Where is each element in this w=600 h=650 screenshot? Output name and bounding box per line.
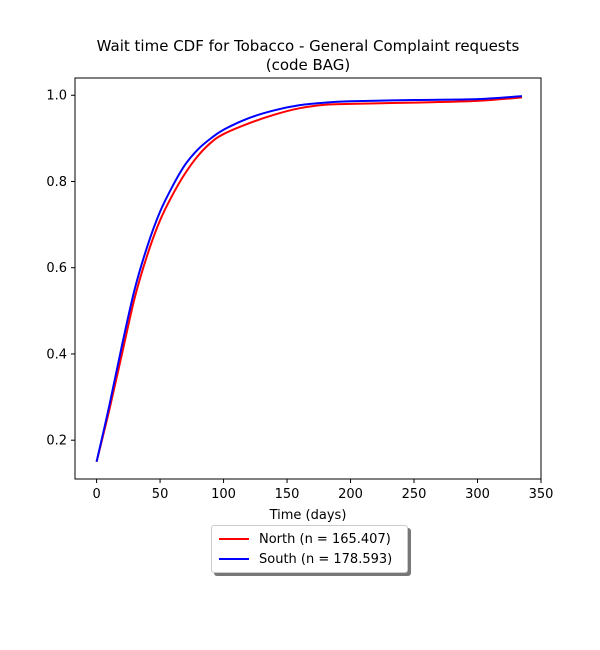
x-tick-label: 100 [211, 487, 236, 502]
y-tick-label: 1.0 [46, 89, 67, 104]
x-tick-label: 200 [338, 487, 363, 502]
x-axis-label: Time (days) [269, 508, 347, 523]
legend-item-south: South (n = 178.593) [219, 550, 392, 568]
legend-label-north: North (n = 165.407) [259, 531, 391, 547]
plot-area [74, 77, 542, 480]
legend-label-south: South (n = 178.593) [259, 551, 393, 567]
chart-title: Wait time CDF for Tobacco - General Comp… [96, 37, 520, 55]
legend: North (n = 165.407) South (n = 178.593) [211, 525, 408, 573]
y-tick-label: 0.8 [46, 175, 67, 190]
legend-item-north: North (n = 165.407) [219, 530, 391, 548]
x-tick-label: 50 [152, 487, 169, 502]
x-tick-label: 300 [465, 487, 490, 502]
y-tick-label: 0.6 [46, 261, 67, 276]
y-tick-label: 0.2 [46, 434, 67, 449]
series-line-north [95, 96, 523, 462]
x-tick-label: 0 [92, 487, 100, 502]
x-tick-label: 350 [529, 487, 554, 502]
legend-swatch-north [219, 538, 249, 540]
chart-subtitle: (code BAG) [265, 56, 351, 74]
x-tick-label: 250 [402, 487, 427, 502]
legend-swatch-south [219, 558, 249, 560]
series-line-south [95, 95, 523, 462]
series-layer [95, 95, 523, 462]
x-axis: 0 50 100 150 200 250 300 350 [92, 479, 553, 502]
y-axis: 0.2 0.4 0.6 0.8 1.0 [46, 89, 75, 449]
x-tick-label: 150 [275, 487, 300, 502]
y-tick-label: 0.4 [46, 347, 67, 362]
